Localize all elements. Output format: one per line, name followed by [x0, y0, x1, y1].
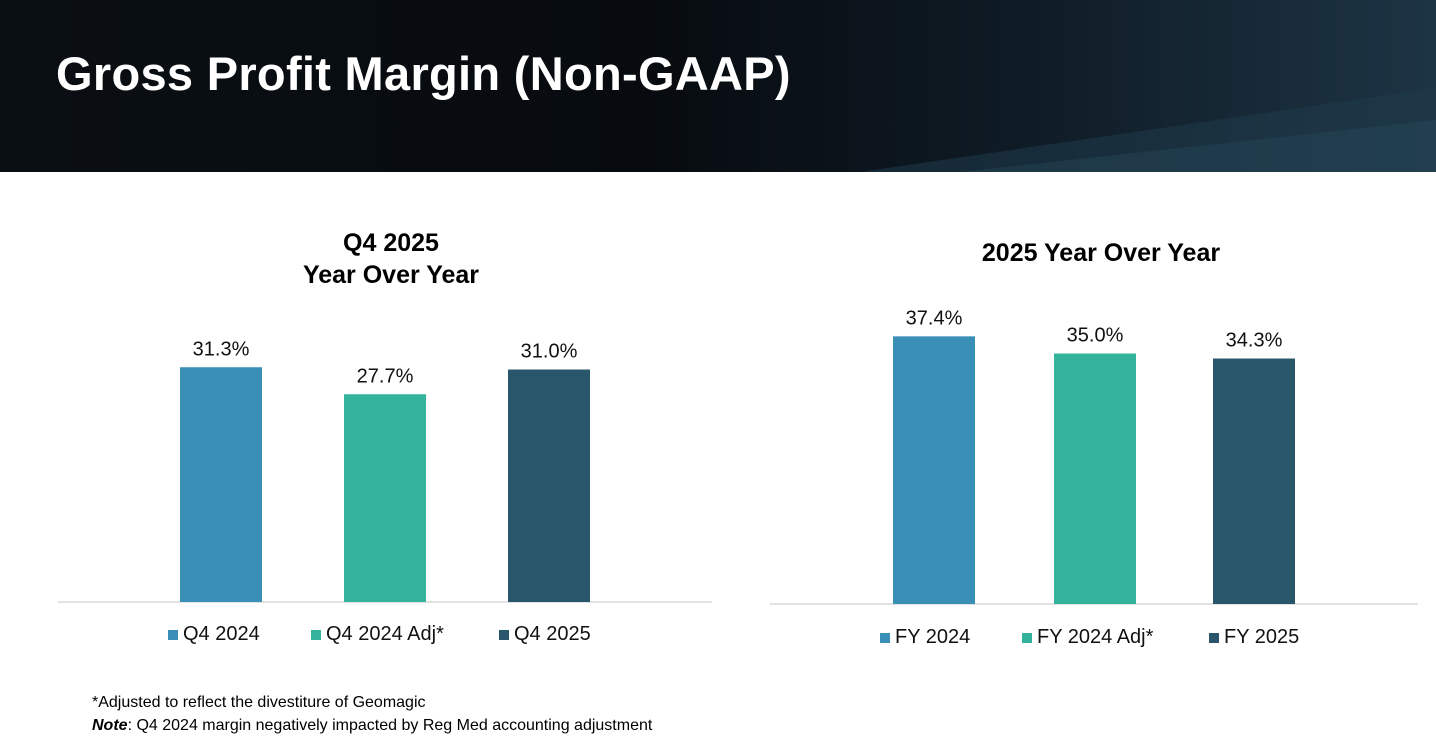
data-label: 27.7%	[357, 365, 414, 387]
bar-fy-2025	[1213, 358, 1295, 604]
legend-label: Q4 2024	[183, 623, 260, 645]
data-label: 37.4%	[906, 307, 963, 329]
page-title: Gross Profit Margin (Non-GAAP)	[56, 47, 791, 100]
legend-label: Q4 2025	[514, 623, 591, 645]
bar-fy-2024-adj-	[1054, 353, 1136, 604]
note-text: : Q4 2024 margin negatively impacted by …	[127, 717, 653, 734]
header-banner: Gross Profit Margin (Non-GAAP)	[0, 0, 1436, 172]
bar-q4-2024	[180, 367, 262, 602]
footnote-note: Note: Q4 2024 margin negatively impacted…	[92, 717, 652, 735]
legend-label: FY 2025	[1224, 626, 1299, 648]
data-label: 31.0%	[521, 341, 578, 363]
chart-title: 2025 Year Over Year	[982, 239, 1220, 267]
bar-q4-2024-adj-	[344, 394, 426, 602]
legend-swatch	[311, 630, 321, 640]
data-label: 34.3%	[1226, 330, 1283, 352]
bar-fy-2024	[893, 336, 975, 604]
legend-label: FY 2024 Adj*	[1037, 626, 1154, 648]
note-label: Note	[92, 717, 128, 734]
charts-area: Q4 2025 Year Over Year 31.3% Q4 2024 27.7% Q4…	[58, 229, 1418, 648]
legend-swatch	[499, 630, 509, 640]
footnote-adjusted: *Adjusted to reflect the divestiture of …	[92, 694, 426, 711]
bar-q4-2025	[508, 369, 590, 602]
legend-swatch	[1209, 633, 1219, 643]
data-label: 31.3%	[193, 338, 250, 360]
data-label: 35.0%	[1067, 325, 1124, 347]
chart-title: Q4 2025	[343, 229, 439, 257]
legend-swatch	[880, 633, 890, 643]
header-sweep-decoration	[860, 88, 1436, 172]
legend-label: Q4 2024 Adj*	[326, 623, 444, 645]
chart-title: Year Over Year	[303, 261, 479, 289]
legend-swatch	[1022, 633, 1032, 643]
legend-label: FY 2024	[895, 626, 970, 648]
legend-swatch	[168, 630, 178, 640]
